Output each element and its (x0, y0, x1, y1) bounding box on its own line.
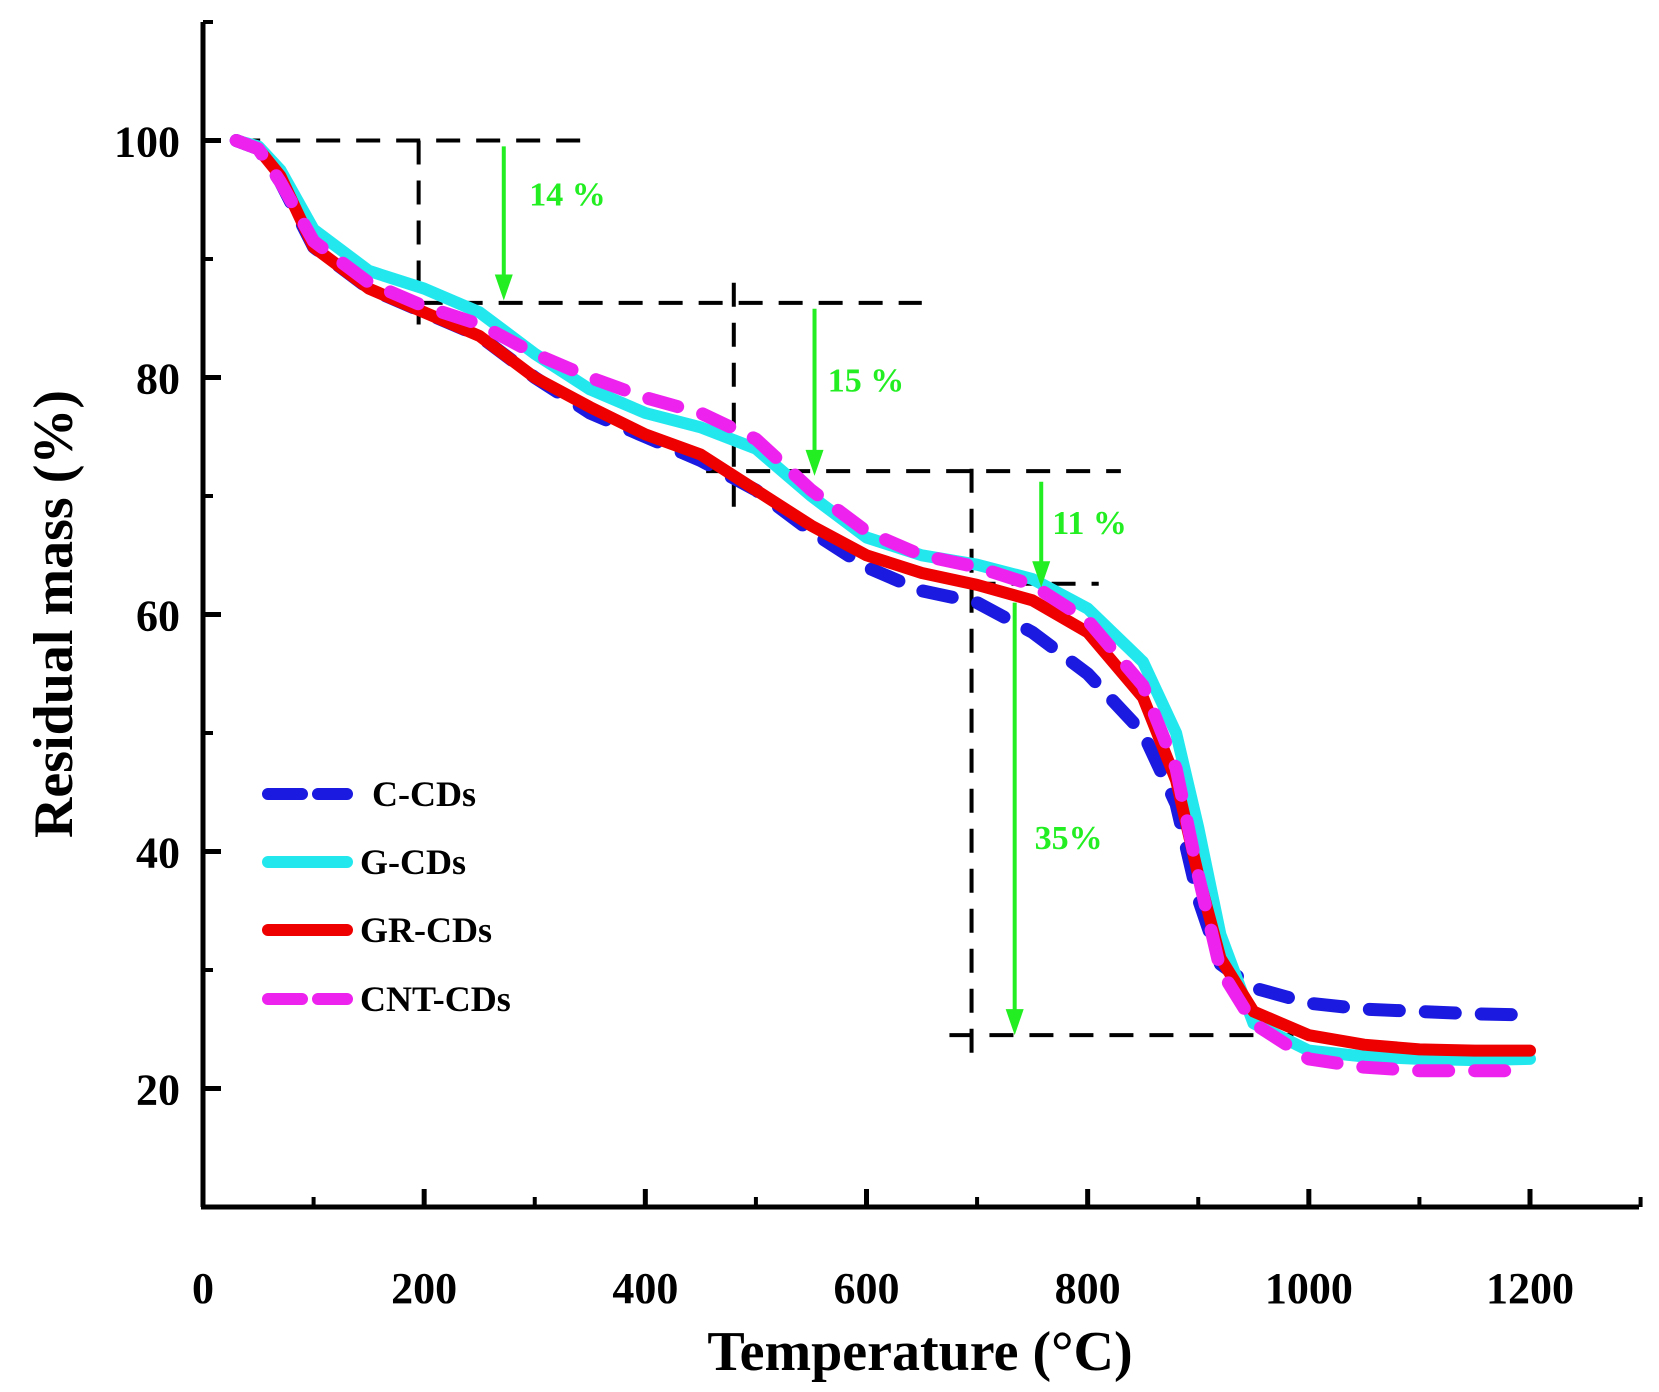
x-axis-title: Temperature (°C) (707, 1321, 1132, 1383)
y-tick-label: 40 (136, 829, 180, 878)
x-tick-label: 800 (1055, 1264, 1121, 1313)
y-tick-label: 20 (136, 1066, 180, 1115)
mass-loss-label: 11 % (1052, 505, 1127, 542)
mass-loss-label: 14 % (529, 177, 606, 214)
x-tick-label: 400 (612, 1264, 678, 1313)
series-line-cnt-cds (229, 134, 1537, 1078)
y-tick-label: 100 (114, 118, 180, 167)
y-tick-label: 80 (136, 355, 180, 404)
legend-label: C-CDs (372, 774, 476, 814)
legend: C-CDs G-CDs GR-CDs CNT-CDs (262, 774, 511, 1019)
arrow-head (1032, 561, 1051, 588)
y-tick-label: 60 (136, 592, 180, 641)
arrow-head (494, 274, 513, 301)
x-tick-label: 1000 (1265, 1264, 1353, 1313)
arrow-head (1005, 1009, 1024, 1036)
ticks: 0 200 400 600 800 1000 1200 20 40 60 80 100 (114, 20, 1643, 1313)
legend-label: CNT-CDs (360, 979, 511, 1019)
series-line-c-cds (229, 134, 1537, 1022)
y-axis-title: Residual mass (%) (23, 390, 85, 838)
series-layer (229, 134, 1537, 1078)
legend-label: G-CDs (360, 842, 466, 882)
mass-loss-label: 35% (1035, 820, 1103, 857)
x-tick-label: 0 (192, 1264, 214, 1313)
legend-label: GR-CDs (360, 910, 492, 950)
x-tick-label: 600 (834, 1264, 900, 1313)
x-tick-label: 1200 (1486, 1264, 1574, 1313)
mass-loss-arrows: 14 % 15 % 11 % 35% (494, 146, 1127, 1036)
arrow-head (805, 449, 824, 476)
mass-loss-label: 15 % (828, 363, 905, 400)
x-tick-label: 200 (391, 1264, 457, 1313)
